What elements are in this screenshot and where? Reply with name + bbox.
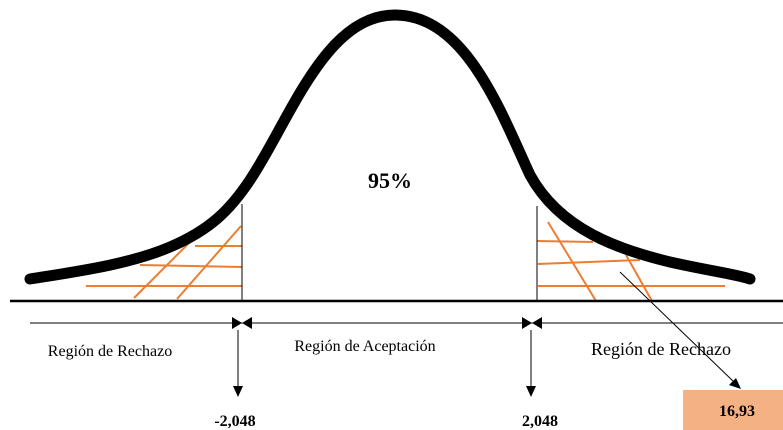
left-arrowhead-in	[232, 317, 242, 329]
left-hatch-line-4	[133, 239, 193, 299]
left-critical-arrow	[233, 330, 243, 397]
right-rejection-hatching	[536, 221, 725, 302]
acceptance-percentage: 95%	[368, 168, 412, 193]
right-critical-arrow	[526, 330, 536, 397]
normal-curve	[24, 9, 756, 285]
right-critical-value: 2,048	[522, 413, 558, 430]
left-arrowhead-out	[242, 317, 252, 329]
right-hatch-line-5	[625, 254, 653, 302]
statistic-pointer-arrow	[619, 271, 741, 389]
left-hatch-line-5	[176, 225, 242, 300]
acceptance-region-label: Región de Aceptación	[294, 338, 435, 355]
right-hatch-line-2	[537, 259, 641, 265]
right-hatch-line-1	[536, 240, 594, 243]
left-rejection-label: Región de Rechazo	[48, 343, 172, 360]
test-statistic-value: 16,93	[719, 403, 755, 420]
left-critical-value: -2,048	[214, 413, 255, 430]
left-hatch-line-2	[139, 264, 243, 268]
right-rejection-label: Región de Rechazo	[591, 339, 731, 359]
region-span-line	[30, 317, 783, 329]
test-statistic-box	[683, 390, 783, 430]
right-arrowhead-in	[522, 317, 532, 329]
right-hatch-line-4	[547, 221, 597, 302]
right-arrowhead-out	[532, 317, 542, 329]
left-rejection-hatching	[86, 225, 243, 300]
